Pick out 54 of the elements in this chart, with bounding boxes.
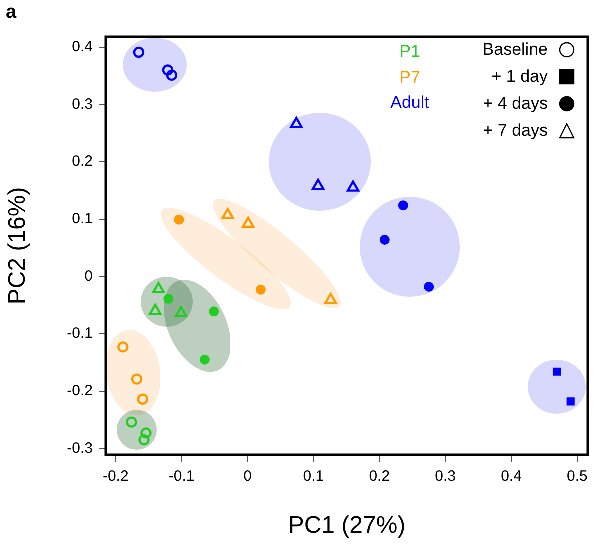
point — [138, 434, 150, 446]
point — [424, 282, 434, 292]
point — [152, 282, 166, 294]
annotation: P7 — [400, 68, 420, 88]
point — [200, 354, 210, 365]
annotation: + 1 day — [492, 67, 548, 87]
y-tick-label: -0.3 — [67, 440, 93, 457]
point — [552, 368, 562, 376]
point — [166, 70, 178, 82]
y-tick-label: -0.1 — [67, 325, 93, 342]
y-tick-label: 0.3 — [72, 96, 93, 113]
point — [209, 306, 220, 317]
point — [137, 394, 149, 405]
point — [164, 294, 174, 304]
x-tick-label: 0.4 — [501, 468, 522, 486]
point — [242, 216, 255, 228]
annotation: Baseline — [482, 40, 548, 60]
x-tick-label: 0.5 — [567, 468, 588, 486]
annotation: P1 — [400, 42, 420, 62]
x-tick-label: 0.3 — [435, 468, 456, 486]
y-tick-label: 0.1 — [72, 210, 93, 228]
point — [290, 117, 303, 128]
point — [133, 46, 145, 58]
x-tick-label: 0.1 — [303, 468, 324, 486]
point — [174, 214, 184, 225]
annotation: + 4 days — [483, 94, 548, 114]
y-tick-label: 0.4 — [72, 38, 93, 56]
annotation: Adult — [390, 93, 430, 113]
chart-title: a — [6, 2, 17, 24]
point — [312, 178, 325, 190]
point — [346, 180, 360, 192]
point — [162, 64, 174, 76]
y-tick-label: 0.2 — [72, 153, 93, 170]
point — [222, 208, 234, 220]
x-tick-label: 0.2 — [369, 468, 390, 486]
point — [174, 306, 188, 318]
x-tick-label: -0.2 — [102, 468, 129, 486]
point — [126, 416, 138, 428]
x-axis-title: PC1 (27%) — [288, 512, 406, 540]
point — [566, 398, 575, 406]
y-tick-label: 0 — [84, 268, 93, 285]
annotation: + 7 days — [483, 121, 548, 141]
point — [256, 284, 266, 295]
y-tick-label: -0.2 — [67, 382, 93, 400]
y-axis-title: PC2 (16%) — [4, 187, 32, 305]
point — [140, 428, 152, 439]
point — [380, 234, 390, 245]
x-tick-label: 0 — [244, 468, 252, 486]
point — [324, 293, 338, 304]
x-tick-label: -0.1 — [168, 468, 195, 486]
point — [149, 304, 162, 316]
point — [131, 374, 143, 385]
point — [118, 342, 129, 353]
point — [398, 200, 408, 211]
